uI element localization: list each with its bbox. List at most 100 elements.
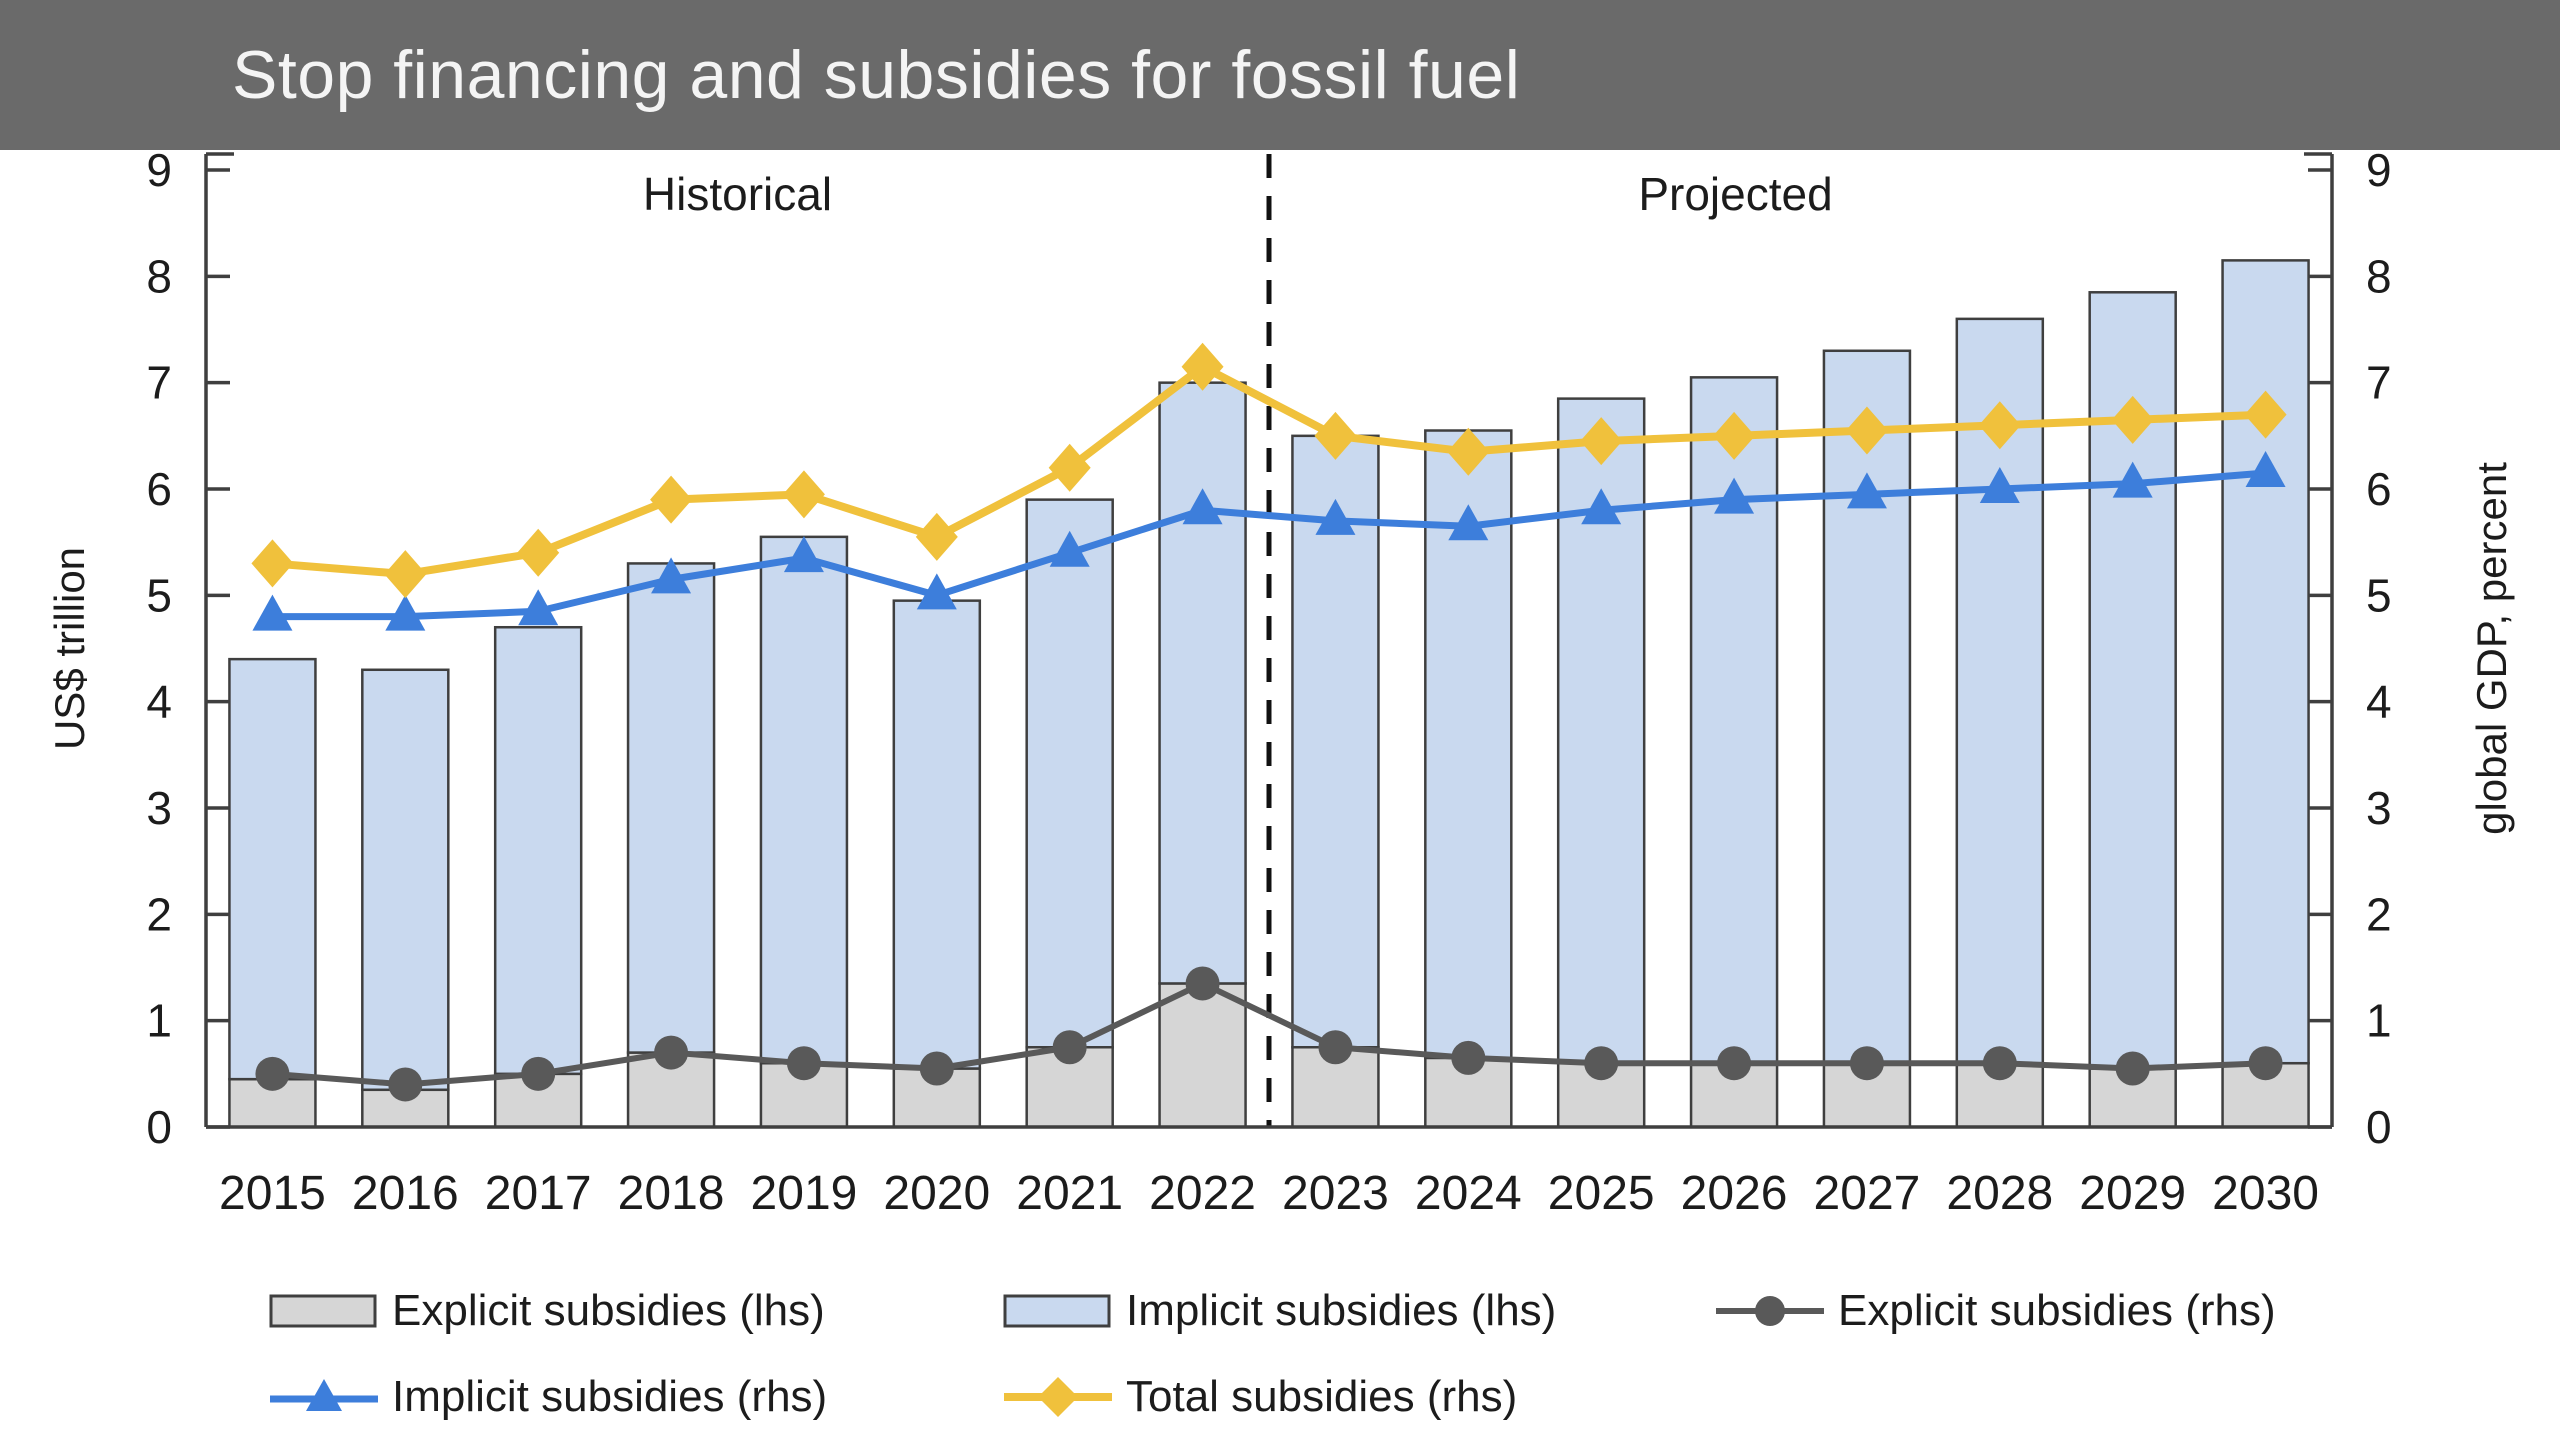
y-tick-left-4: 4 bbox=[146, 676, 172, 728]
bar-implicit-subsidies-lhs-2016 bbox=[361, 668, 450, 1092]
x-label-2025: 2025 bbox=[1548, 1167, 1655, 1220]
legend-label-implicit-lhs: Implicit subsidies (lhs) bbox=[1126, 1286, 1557, 1335]
legend-item-implicit-subsidies-rhs: Implicit subsidies (rhs) bbox=[268, 1372, 1002, 1422]
x-label-2017: 2017 bbox=[485, 1167, 592, 1220]
y-tick-right-3: 3 bbox=[2366, 782, 2392, 834]
y-tick-right-8: 8 bbox=[2366, 250, 2392, 302]
marker-circle-2026 bbox=[1717, 1046, 1752, 1081]
marker-diamond-2024 bbox=[1447, 427, 1490, 476]
diamond-line-swatch-icon bbox=[1004, 1377, 1112, 1417]
slide-header: Stop financing and subsidies for fossil … bbox=[0, 0, 2560, 150]
marker-circle-2025 bbox=[1584, 1046, 1619, 1081]
y-tick-right-9: 9 bbox=[2366, 150, 2392, 196]
x-label-2020: 2020 bbox=[883, 1167, 990, 1220]
x-label-2023: 2023 bbox=[1282, 1167, 1389, 1220]
bar-explicit-subsidies-lhs-2022 bbox=[1158, 982, 1247, 1129]
bar-explicit-subsidies-lhs-2023 bbox=[1291, 1046, 1380, 1129]
marker-triangle-2030 bbox=[2245, 451, 2286, 488]
x-label-2018: 2018 bbox=[618, 1167, 725, 1220]
bar-implicit-subsidies-lhs-2017 bbox=[493, 625, 583, 1076]
legend-label-implicit-rhs: Implicit subsidies (rhs) bbox=[392, 1372, 828, 1421]
swatch-marker bbox=[1038, 1377, 1078, 1417]
y-tick-right-0: 0 bbox=[2366, 1101, 2392, 1153]
marker-triangle-2024 bbox=[1448, 504, 1489, 541]
circle-line-swatch-icon bbox=[1716, 1296, 1824, 1326]
x-axis-labels: 2015 2016 2017 2018 2019 2020 2021 2022 2023 2024… bbox=[219, 1167, 2319, 1220]
x-label-2030: 2030 bbox=[2212, 1167, 2319, 1220]
marker-circle-2016 bbox=[388, 1067, 423, 1102]
marker-triangle-2022 bbox=[1182, 488, 1223, 525]
y-tick-right-6: 6 bbox=[2366, 463, 2392, 515]
swatch-marker bbox=[1755, 1296, 1785, 1326]
y-tick-left-5: 5 bbox=[146, 569, 172, 621]
bar-implicit-subsidies-lhs-2027 bbox=[1822, 349, 1912, 1065]
marker-circle-2019 bbox=[786, 1046, 821, 1081]
y-axis-tick-labels: 0 0 1 1 2 2 3 3 4 4 5 5 6 6 7 7 8 8 9 9 bbox=[146, 150, 2391, 1153]
x-label-2015: 2015 bbox=[219, 1167, 326, 1220]
y-tick-right-2: 2 bbox=[2366, 888, 2392, 940]
y-axis-title-right: global GDP, percent bbox=[2468, 462, 2515, 835]
y-tick-left-6: 6 bbox=[146, 463, 172, 515]
y-tick-left-9: 9 bbox=[146, 150, 172, 196]
axes bbox=[204, 152, 2334, 1129]
swatch-rect bbox=[1003, 1294, 1111, 1328]
bar-implicit-subsidies-lhs-2022 bbox=[1158, 381, 1247, 985]
y-tick-left-7: 7 bbox=[146, 357, 172, 409]
marker-circle-2029 bbox=[2115, 1051, 2150, 1086]
y-tick-left-0: 0 bbox=[146, 1101, 172, 1153]
x-label-2028: 2028 bbox=[1946, 1167, 2053, 1220]
swatch-rect bbox=[269, 1294, 377, 1328]
marker-diamond-2026 bbox=[1713, 411, 1756, 460]
y-tick-right-7: 7 bbox=[2366, 357, 2392, 409]
marker-diamond-2017 bbox=[517, 528, 560, 577]
implicit-bar-swatch-icon bbox=[1003, 1294, 1111, 1328]
marker-diamond-2029 bbox=[2111, 395, 2154, 444]
marker-diamond-2018 bbox=[650, 475, 693, 524]
marker-triangle-2021 bbox=[1049, 530, 1090, 567]
marker-triangle-2017 bbox=[518, 589, 559, 626]
marker-diamond-2027 bbox=[1845, 406, 1888, 455]
y-tick-left-8: 8 bbox=[146, 250, 172, 302]
x-label-2022: 2022 bbox=[1149, 1167, 1256, 1220]
y-tick-left-1: 1 bbox=[146, 995, 172, 1047]
marker-diamond-2025 bbox=[1580, 417, 1623, 466]
bar-implicit-subsidies-lhs-2018 bbox=[626, 562, 716, 1054]
legend-row-1: Explicit subsidies (lhs) Implicit subsid… bbox=[268, 1275, 2560, 1347]
x-label-2029: 2029 bbox=[2079, 1167, 2186, 1220]
marker-circle-2027 bbox=[1849, 1046, 1884, 1081]
marker-triangle-2026 bbox=[1714, 477, 1755, 514]
annotation-historical: Historical bbox=[643, 168, 832, 220]
marker-diamond-2016 bbox=[384, 550, 427, 599]
marker-diamond-2019 bbox=[782, 470, 825, 519]
x-label-2019: 2019 bbox=[751, 1167, 858, 1220]
bar-implicit-subsidies-lhs-2023 bbox=[1291, 434, 1380, 1049]
annotation-projected: Projected bbox=[1638, 168, 1832, 220]
marker-triangle-2015 bbox=[252, 594, 293, 631]
x-label-2026: 2026 bbox=[1681, 1167, 1788, 1220]
legend-item-explicit-subsidies-rhs: Explicit subsidies (rhs) bbox=[1714, 1286, 2276, 1336]
y-tick-right-4: 4 bbox=[2366, 676, 2392, 728]
y-tick-left-2: 2 bbox=[146, 888, 172, 940]
marker-triangle-2018 bbox=[651, 557, 692, 594]
swatch-marker bbox=[306, 1379, 342, 1411]
marker-triangle-2025 bbox=[1581, 488, 1622, 525]
marker-diamond-2028 bbox=[1978, 401, 2021, 450]
chart-legend: Explicit subsidies (lhs) Implicit subsid… bbox=[0, 1235, 2560, 1433]
triangle-line-swatch-icon bbox=[270, 1379, 378, 1411]
chart-svg: 0 0 1 1 2 2 3 3 4 4 5 5 6 6 7 7 8 8 9 9 2015 2016 2017 2018 2019… bbox=[46, 150, 2515, 1220]
legend-row-2: Implicit subsidies (rhs) Total subsidies… bbox=[268, 1361, 2560, 1433]
legend-label-explicit-rhs: Explicit subsidies (rhs) bbox=[1838, 1286, 2276, 1335]
marker-diamond-2023 bbox=[1314, 411, 1357, 460]
legend-label-explicit-lhs: Explicit subsidies (lhs) bbox=[392, 1286, 825, 1335]
y-tick-right-5: 5 bbox=[2366, 569, 2392, 621]
line-implicit-subsidies-rhs bbox=[252, 451, 2286, 631]
marker-circle-2020 bbox=[919, 1051, 954, 1086]
marker-circle-2023 bbox=[1318, 1030, 1353, 1065]
marker-triangle-2023 bbox=[1315, 498, 1356, 535]
bar-implicit-subsidies-lhs-2020 bbox=[892, 599, 982, 1070]
bar-implicit-subsidies-lhs-2015 bbox=[228, 657, 317, 1081]
marker-diamond-2021 bbox=[1048, 443, 1091, 492]
x-label-2027: 2027 bbox=[1814, 1167, 1921, 1220]
y-axis-title-left: US$ trillion bbox=[46, 547, 93, 750]
marker-diamond-2022 bbox=[1181, 342, 1224, 391]
